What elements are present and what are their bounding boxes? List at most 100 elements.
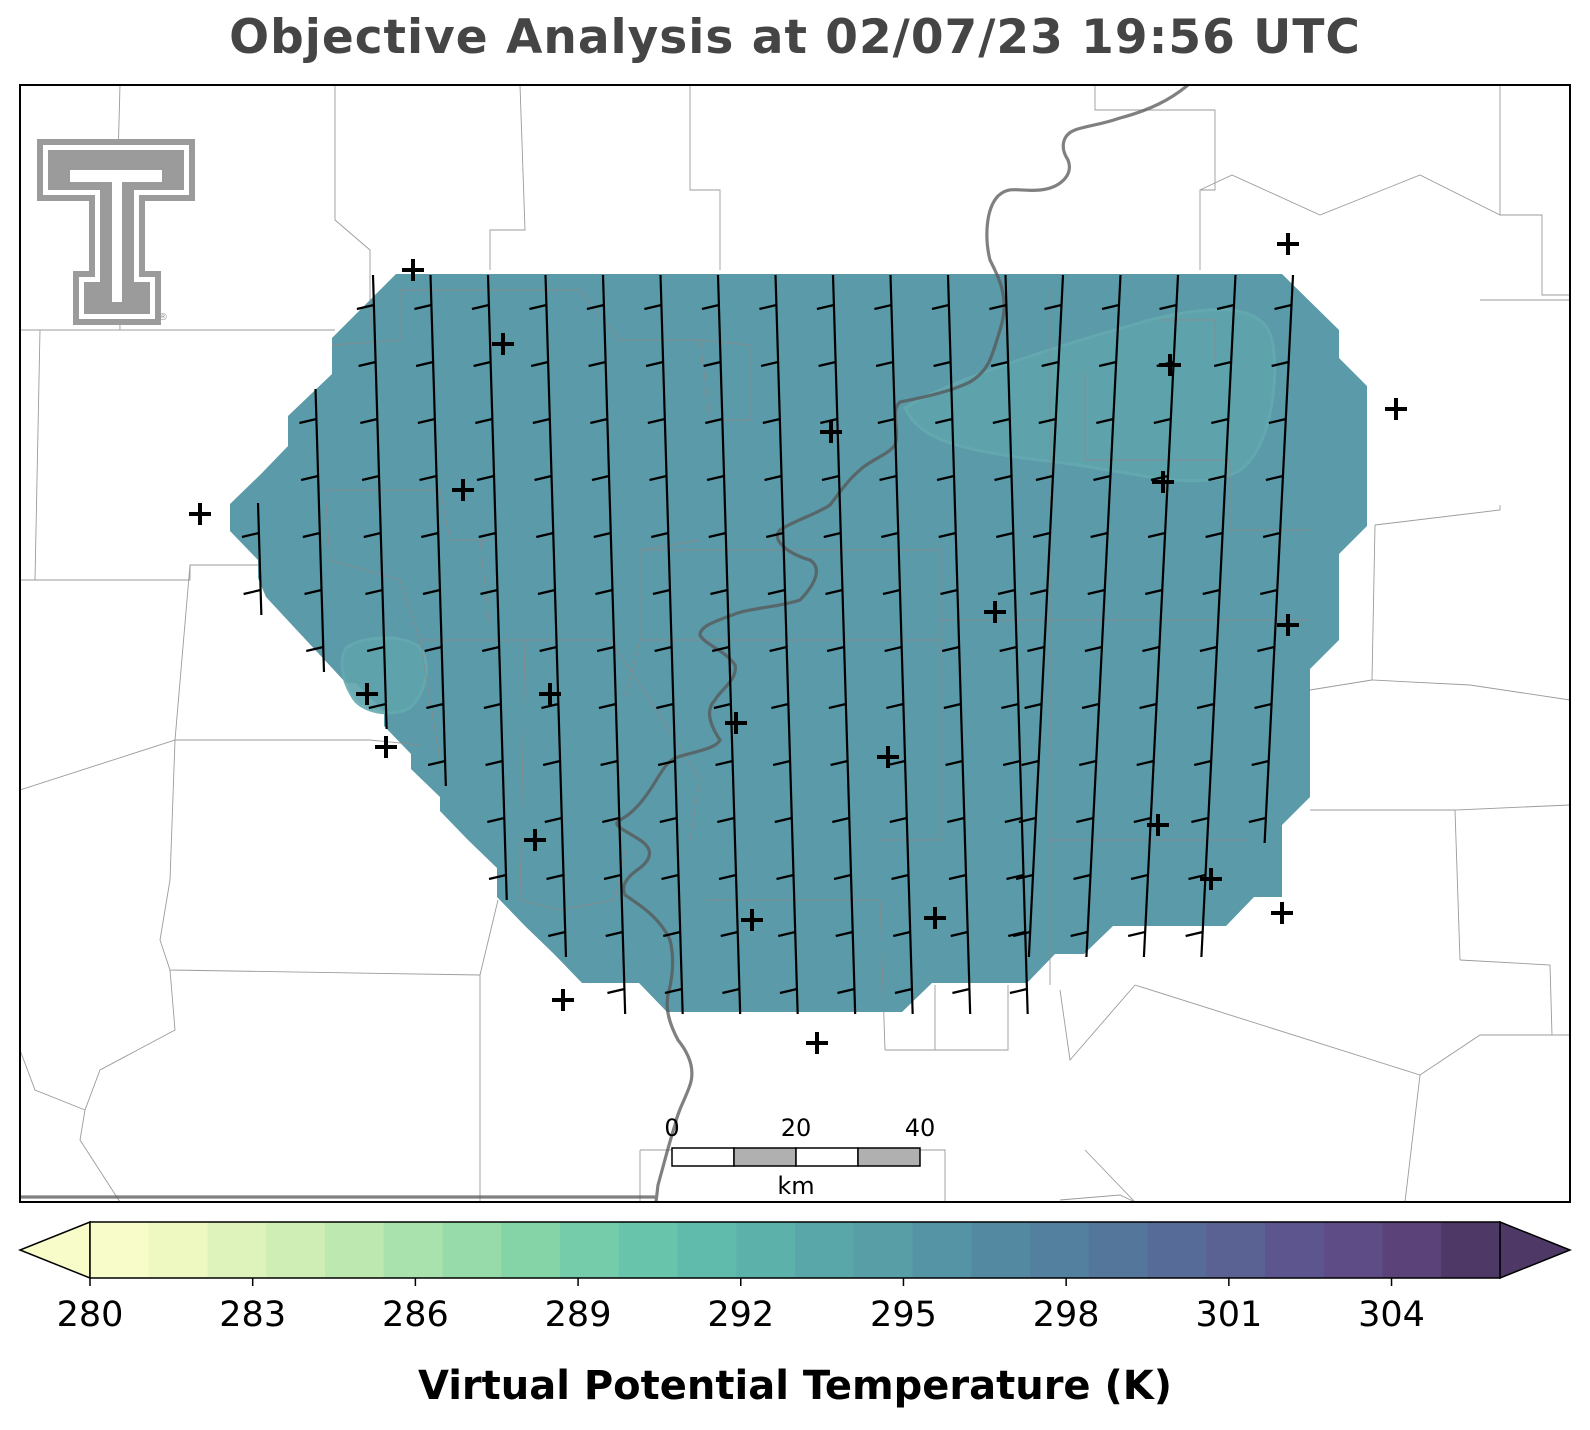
wind-barb-half [826, 645, 845, 653]
wind-barb-half [952, 987, 970, 995]
wind-barb-half [1070, 930, 1088, 938]
wind-barb-staff [429, 274, 447, 787]
wind-barb-half [931, 303, 950, 311]
wind-barb-half [644, 303, 662, 311]
wind-barb-half [772, 759, 791, 767]
wind-barb-half [938, 531, 956, 539]
wind-barb-half [777, 930, 796, 938]
wind-barb-half [706, 474, 725, 482]
scale-unit: km [777, 1172, 814, 1200]
wind-barb-half [1208, 474, 1226, 482]
map-title: Objective Analysis at 02/07/23 19:56 UTC [229, 10, 1361, 65]
wind-barb-half [779, 987, 798, 995]
colorbar-tick-label: 298 [1033, 1295, 1100, 1335]
wind-barb-half [1150, 474, 1169, 482]
colorbar-cell [1206, 1222, 1266, 1278]
wind-barb-half [547, 930, 566, 938]
wind-barb-half [649, 474, 667, 482]
colorbar-cell [90, 1222, 150, 1278]
wind-barb-half [427, 759, 446, 767]
wind-barb-half [1127, 930, 1146, 938]
wind-barb-half [305, 645, 324, 653]
wind-barb-half [933, 360, 951, 368]
county-line [1371, 524, 1570, 701]
colorbar-extend-min [17, 1220, 91, 1280]
colorbar-cell [1323, 1222, 1384, 1278]
county-line [934, 985, 1009, 1051]
wind-barb-half [415, 360, 434, 368]
wind-barb-half [767, 588, 786, 596]
wind-barb-half [701, 303, 720, 311]
wind-barb-half [828, 702, 847, 710]
county-line [324, 489, 441, 761]
colorbar-cell [383, 1222, 444, 1278]
wind-barb-half [661, 873, 679, 881]
wind-barb-half [241, 531, 260, 539]
wind-barb-half [1271, 360, 1289, 368]
colorbar-cell [1088, 1222, 1149, 1278]
wind-barb-half [302, 531, 321, 539]
wind-barb-half [997, 588, 1016, 596]
wind-barb-half [356, 303, 375, 311]
county-line [1059, 984, 1136, 1062]
wind-barb-half [1257, 645, 1275, 653]
wind-barb-half [358, 360, 376, 368]
wind-barb-half [1093, 474, 1111, 482]
wind-barb-half [823, 531, 841, 539]
colorbar-cell [325, 1222, 385, 1278]
wind-barb-half [718, 873, 737, 881]
wind-barb-half [654, 645, 672, 653]
county-line [1404, 1074, 1421, 1202]
wind-barb-half [591, 474, 610, 482]
wind-barb-half [368, 702, 387, 710]
colorbar-cell [853, 1222, 914, 1278]
county-line [1499, 85, 1570, 296]
colorbar-cell [501, 1222, 561, 1278]
colorbar-cell [266, 1222, 326, 1278]
county-line [20, 564, 260, 581]
wind-barb-half [1199, 645, 1218, 653]
wind-barb-half [1205, 531, 1223, 539]
wind-barb-half [886, 702, 904, 710]
county-line [1134, 984, 1421, 1076]
wind-barb-half [703, 360, 721, 368]
county-line [1419, 1034, 1570, 1076]
wind-barb-half [705, 417, 723, 425]
wind-barb-half [1268, 417, 1287, 425]
wind-barb-half [1139, 702, 1157, 710]
county-line [519, 639, 561, 911]
wind-barb-half [708, 531, 726, 539]
wind-barb-staff [1027, 274, 1065, 958]
county-line [879, 899, 886, 1051]
wind-barb-half [1133, 816, 1152, 824]
wind-barb-half [816, 303, 835, 311]
county-line [624, 539, 701, 701]
wind-barb-half [1024, 702, 1042, 710]
wind-barb-staff [601, 274, 627, 1015]
wind-barb-half [481, 645, 500, 653]
wind-barb-half [820, 417, 838, 425]
scale-label-20: 20 [781, 1114, 812, 1142]
wind-barb-half [1078, 759, 1097, 767]
wind-barb-half [656, 702, 674, 710]
wind-barb-half [948, 873, 967, 881]
colorbar-cell [1265, 1222, 1325, 1278]
county-line [325, 489, 490, 541]
wind-barb-half [586, 303, 605, 311]
wind-barb-half [833, 873, 852, 881]
wind-barb-half [541, 702, 559, 710]
wind-barb-half [478, 531, 496, 539]
wind-barb-half [598, 702, 617, 710]
wind-barb-half [532, 417, 551, 425]
wind-barb-half [889, 816, 908, 824]
wind-barb-staff [1200, 274, 1237, 958]
colorbar-cell [148, 1222, 209, 1278]
wind-barb-half [1076, 816, 1094, 824]
colorbar-tick-label: 301 [1195, 1295, 1262, 1335]
wind-barb-half [1041, 360, 1059, 368]
county-line [1160, 319, 1216, 360]
wind-barb-half [832, 816, 850, 824]
wind-barb-half [720, 930, 738, 938]
wind-barb-staff [774, 274, 799, 1015]
wind-barb-half [765, 531, 784, 539]
